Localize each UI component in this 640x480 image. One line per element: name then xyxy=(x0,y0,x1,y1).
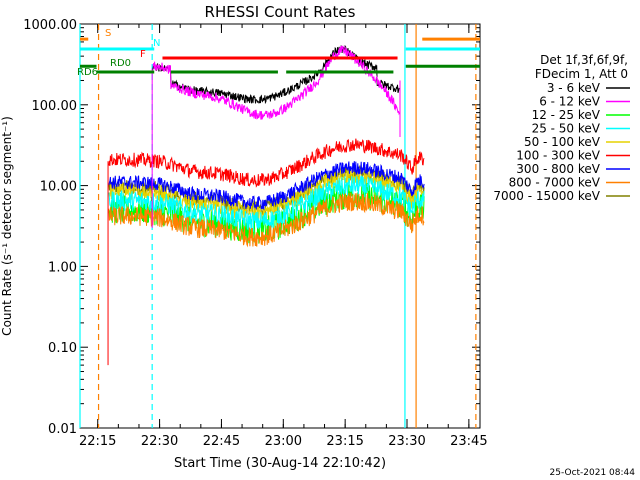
x-tick-label: 23:00 xyxy=(265,434,302,449)
flag-label: F xyxy=(140,49,146,60)
y-tick-label: 0.10 xyxy=(48,341,77,356)
plot-area: 0.01 0.10 1.00 10.00 100.00 1000.00 22:15 22:30… xyxy=(23,18,487,449)
legend-entry-label: 100 - 300 keV xyxy=(516,149,600,163)
legend-entry-label: 3 - 6 keV xyxy=(547,81,601,95)
series-line xyxy=(108,138,425,188)
flag-label: RD6 xyxy=(77,67,98,78)
series-line xyxy=(108,174,425,232)
y-tick-label: 1000.00 xyxy=(23,18,77,33)
x-tick-label: 22:30 xyxy=(141,434,178,449)
legend-title-line-2: FDecim 1, Att 0 xyxy=(535,67,628,81)
plot-timestamp: 25-Oct-2021 08:44 xyxy=(550,468,636,478)
x-axis-label: Start Time (30-Aug-14 22:10:42) xyxy=(174,456,386,471)
legend-entry-label: 7000 - 15000 keV xyxy=(493,189,600,203)
x-tick-label: 22:15 xyxy=(79,434,116,449)
x-tick-label: 23:30 xyxy=(388,434,425,449)
legend-entry-label: 6 - 12 keV xyxy=(539,95,601,109)
x-tick-label: 23:15 xyxy=(326,434,363,449)
series-line xyxy=(108,161,425,211)
flag-label: N xyxy=(153,38,160,49)
y-tick-label: 10.00 xyxy=(40,180,77,195)
x-tick-label: 23:45 xyxy=(450,434,487,449)
chart-title: RHESSI Count Rates xyxy=(205,3,356,21)
legend-entry-label: 25 - 50 keV xyxy=(532,122,601,136)
y-axis-label: Count Rate (s⁻¹ detector segment⁻¹) xyxy=(0,116,14,336)
flag-label: RD0 xyxy=(110,58,131,69)
y-tick-label: 1.00 xyxy=(48,260,77,275)
y-tick-label: 100.00 xyxy=(32,99,78,114)
x-tick-label: 22:45 xyxy=(203,434,240,449)
legend-entry-label: 50 - 100 keV xyxy=(524,135,601,149)
legend-title-line-1: Det 1f,3f,6f,9f, xyxy=(540,53,628,67)
legend-entry-label: 12 - 25 keV xyxy=(532,108,601,122)
legend-entry-label: 300 - 800 keV xyxy=(516,162,600,176)
y-tick-label: 0.01 xyxy=(48,422,77,437)
legend-entry-label: 800 - 7000 keV xyxy=(509,176,601,190)
series-line xyxy=(108,192,425,248)
flag-label: S xyxy=(105,28,111,39)
